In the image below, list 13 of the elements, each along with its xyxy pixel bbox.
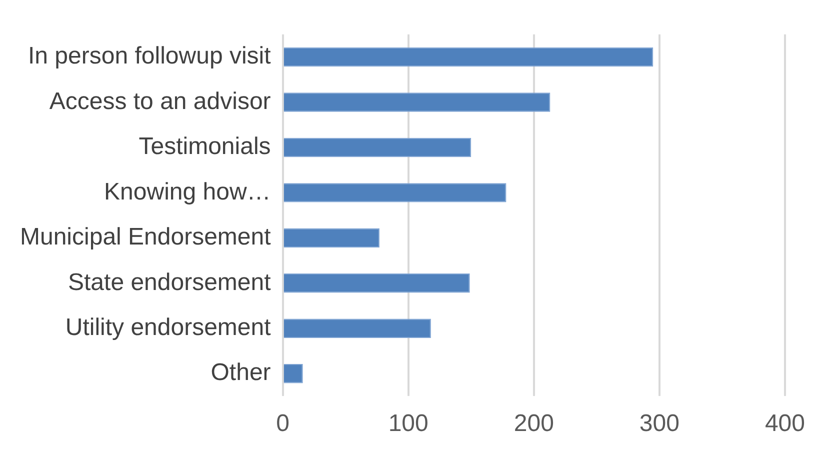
x-tick-label: 0 [276,410,290,438]
y-tick-label: State endorsement [68,268,272,296]
x-tick-label: 300 [639,410,680,438]
y-tick-label: Testimonials [138,133,271,160]
y-tick-label: Utility endorsement [65,314,272,341]
y-tick-label: Municipal Endorsement [20,224,272,251]
y-tick-label: Knowing how… [104,178,271,206]
y-tick-label: Other [210,359,271,386]
y-tick-label: Access to an advisor [49,88,271,115]
x-tick-label: 100 [388,410,428,438]
y-tick-label: In person followup visit [28,42,272,70]
x-tick-label: 400 [764,410,805,438]
x-tick-label: 200 [514,410,554,438]
